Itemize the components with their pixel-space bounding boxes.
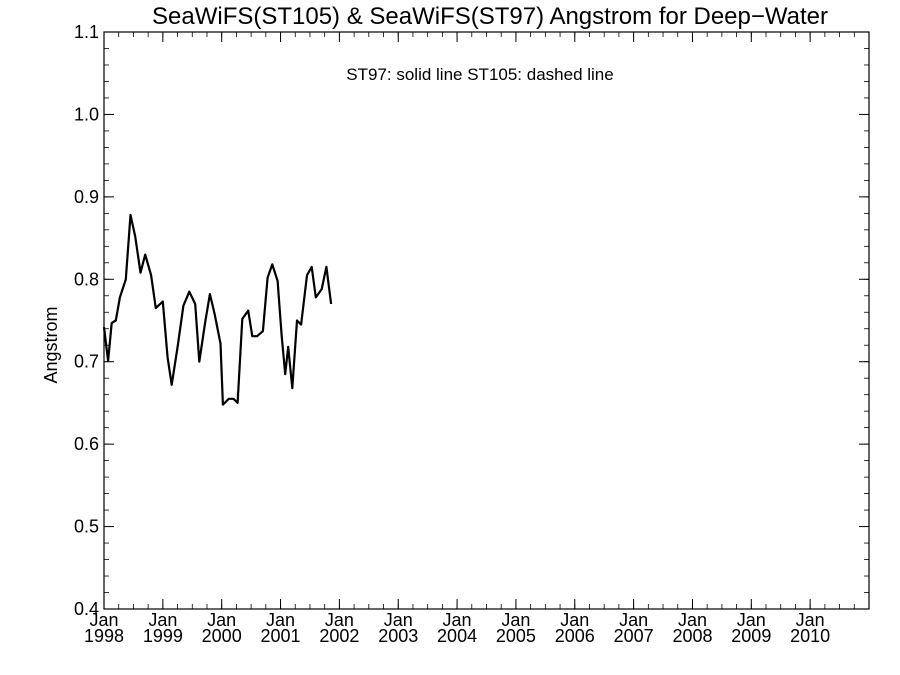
x-tick-label-month: Jan: [443, 610, 472, 630]
x-tick-label-year: 1999: [143, 626, 183, 646]
x-tick-label-month: Jan: [796, 610, 825, 630]
x-tick-label-month: Jan: [678, 610, 707, 630]
series-st97-solid-line: [102, 213, 333, 406]
x-tick-label-month: Jan: [501, 610, 530, 630]
x-tick-label-year: 2008: [672, 626, 712, 646]
y-tick-label: 0.4: [74, 599, 99, 619]
x-tick-label-month: Jan: [560, 610, 589, 630]
y-tick-label: 0.7: [74, 352, 99, 372]
x-tick-label-year: 2004: [437, 626, 477, 646]
x-tick-label-month: Jan: [266, 610, 295, 630]
x-tick-label-month: Jan: [148, 610, 177, 630]
y-tick-label: 0.6: [74, 434, 99, 454]
x-tick-label-year: 2000: [202, 626, 242, 646]
x-tick-label-month: Jan: [619, 610, 648, 630]
x-tick-label-month: Jan: [384, 610, 413, 630]
x-tick-label-year: 2010: [790, 626, 830, 646]
x-tick-label-year: 2003: [378, 626, 418, 646]
y-tick-label: 0.5: [74, 517, 99, 537]
x-tick-label-month: Jan: [89, 610, 118, 630]
y-axis: 0.4 0.5 0.6 0.7 0.8 0.9 1.0 1.1: [74, 22, 869, 619]
y-tick-label: 0.8: [74, 269, 99, 289]
x-tick-label-year: 2006: [555, 626, 595, 646]
x-tick-label-month: Jan: [207, 610, 236, 630]
plot-frame: [103, 31, 870, 610]
y-tick-label: 1.0: [74, 104, 99, 124]
x-tick-label-year: 2005: [496, 626, 536, 646]
x-tick-label-year: 2007: [614, 626, 654, 646]
x-tick-label-year: 2009: [731, 626, 771, 646]
y-axis-label: Angstrom: [41, 306, 61, 383]
x-tick-label-year: 2001: [261, 626, 301, 646]
series-style-note: ST97: solid line ST105: dashed line: [346, 65, 613, 84]
x-tick-label-year: 2002: [319, 626, 359, 646]
y-tick-label: 0.9: [74, 187, 99, 207]
series-layer: [102, 213, 333, 406]
y-tick-label: 1.1: [74, 22, 99, 42]
x-tick-label-month: Jan: [325, 610, 354, 630]
chart-title: SeaWiFS(ST105) & SeaWiFS(ST97) Angstrom …: [152, 3, 828, 30]
x-tick-label-month: Jan: [737, 610, 766, 630]
x-tick-label-year: 1998: [84, 626, 124, 646]
x-axis: Jan1998Jan1999Jan2000Jan2001Jan2002Jan20…: [84, 32, 870, 646]
